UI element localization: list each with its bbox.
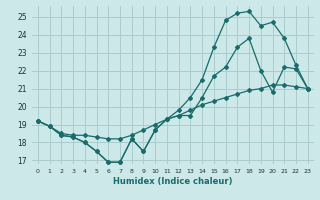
X-axis label: Humidex (Indice chaleur): Humidex (Indice chaleur) xyxy=(113,177,233,186)
